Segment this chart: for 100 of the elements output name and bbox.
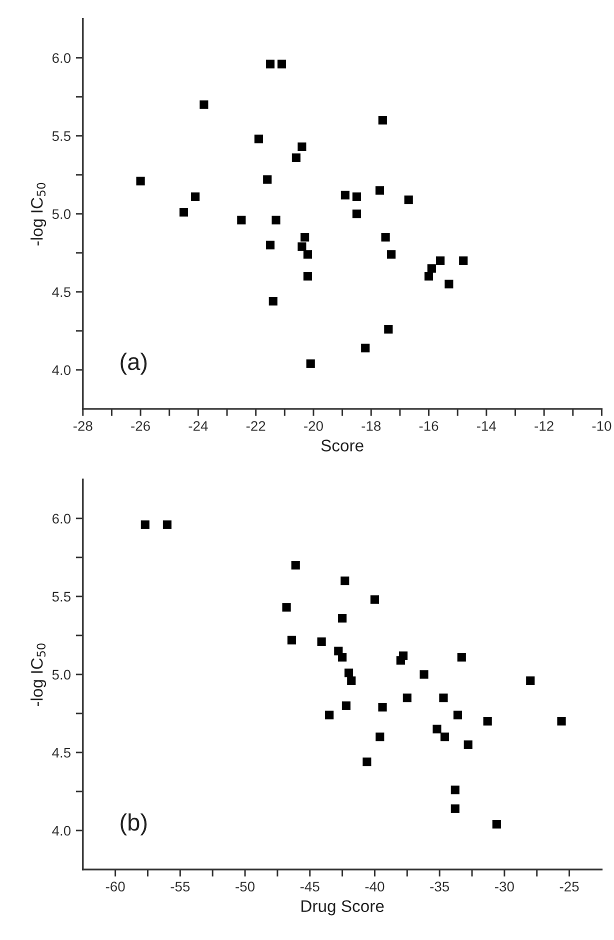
x-tick-label: -20 xyxy=(304,421,323,431)
point xyxy=(376,732,384,742)
point xyxy=(387,250,396,259)
point xyxy=(342,701,350,710)
point xyxy=(200,100,208,109)
x-tick-label: -12 xyxy=(534,421,554,431)
point xyxy=(436,256,445,265)
point xyxy=(464,740,472,749)
point xyxy=(277,60,286,68)
y-axis-title: -log IC$_{50}$ xyxy=(30,182,46,246)
point xyxy=(325,710,334,720)
point xyxy=(303,250,312,259)
point xyxy=(272,216,280,224)
point xyxy=(384,325,393,334)
x-tick-label: -55 xyxy=(170,882,190,892)
y-tick-label: 5.0 xyxy=(52,209,71,220)
point xyxy=(483,716,492,726)
point xyxy=(340,576,350,586)
y-tick-label: 4.5 xyxy=(52,748,71,758)
point xyxy=(381,232,390,242)
point xyxy=(404,196,413,204)
point xyxy=(306,359,315,368)
x-tick-label: -10 xyxy=(592,421,612,431)
point xyxy=(268,296,278,306)
x-tick-label: -26 xyxy=(131,421,150,431)
y-tick-label: 5.0 xyxy=(52,670,71,680)
point xyxy=(352,210,361,218)
point xyxy=(298,242,306,251)
y-tick-label: 5.5 xyxy=(52,592,71,602)
x-tick-label: -18 xyxy=(362,421,381,431)
point xyxy=(440,732,450,742)
point xyxy=(300,232,310,242)
point xyxy=(303,272,312,281)
x-tick-label: -50 xyxy=(236,882,255,892)
y-tick-label: 4.0 xyxy=(52,826,71,836)
x-axis-title: Score xyxy=(321,440,364,452)
point xyxy=(266,60,275,68)
point xyxy=(459,256,468,265)
point xyxy=(237,216,246,224)
point xyxy=(427,264,436,273)
point xyxy=(450,804,460,813)
point xyxy=(340,190,350,200)
x-tick-label: -22 xyxy=(246,421,266,431)
point xyxy=(347,676,356,685)
point xyxy=(420,670,428,679)
x-axis-title: Drug Score xyxy=(302,900,384,916)
point xyxy=(557,716,566,726)
x-tick-label: -30 xyxy=(495,882,514,892)
x-tick-label: -40 xyxy=(365,882,384,892)
x-tick-label: -45 xyxy=(300,882,320,892)
point xyxy=(444,280,454,288)
point xyxy=(424,272,434,281)
point xyxy=(179,208,188,217)
point xyxy=(266,240,275,250)
point xyxy=(344,668,354,678)
y-tick-label: 4.0 xyxy=(52,365,71,376)
x-tick-label: -25 xyxy=(560,882,579,892)
point xyxy=(282,603,291,612)
annotation: (a) xyxy=(120,352,147,375)
point xyxy=(450,786,460,794)
point xyxy=(317,637,326,646)
x-tick-label: -28 xyxy=(73,421,92,431)
x-tick-label: -60 xyxy=(106,882,125,892)
point xyxy=(402,694,412,702)
point xyxy=(292,153,300,162)
point xyxy=(457,653,466,662)
point xyxy=(492,820,501,829)
y-tick-label: 6.0 xyxy=(52,514,71,524)
point xyxy=(298,142,306,152)
point xyxy=(439,694,448,702)
point xyxy=(287,636,296,644)
point xyxy=(370,595,380,604)
point xyxy=(338,614,347,623)
y-tick-label: 4.5 xyxy=(52,287,71,298)
point xyxy=(254,134,263,144)
x-tick-label: -14 xyxy=(477,421,496,431)
x-tick-label: -35 xyxy=(430,882,450,892)
x-tick-label: -24 xyxy=(188,421,208,431)
point xyxy=(291,560,300,570)
point xyxy=(378,702,387,712)
point xyxy=(526,676,535,685)
point xyxy=(398,651,408,660)
point xyxy=(432,724,442,734)
point xyxy=(338,653,347,662)
annotation: (b) xyxy=(120,813,147,836)
point xyxy=(140,520,150,529)
point xyxy=(378,116,387,125)
point xyxy=(453,710,462,720)
y-axis-title: -log IC$_{50}$ xyxy=(30,643,46,706)
point xyxy=(191,192,200,201)
point xyxy=(375,186,384,195)
point xyxy=(362,758,372,766)
x-tick-label: -16 xyxy=(419,421,438,431)
point xyxy=(162,520,172,529)
point xyxy=(136,176,145,186)
point xyxy=(361,344,370,352)
y-tick-label: 5.5 xyxy=(52,131,71,141)
point xyxy=(352,192,361,201)
y-tick-label: 6.0 xyxy=(52,53,71,63)
point xyxy=(263,175,272,184)
